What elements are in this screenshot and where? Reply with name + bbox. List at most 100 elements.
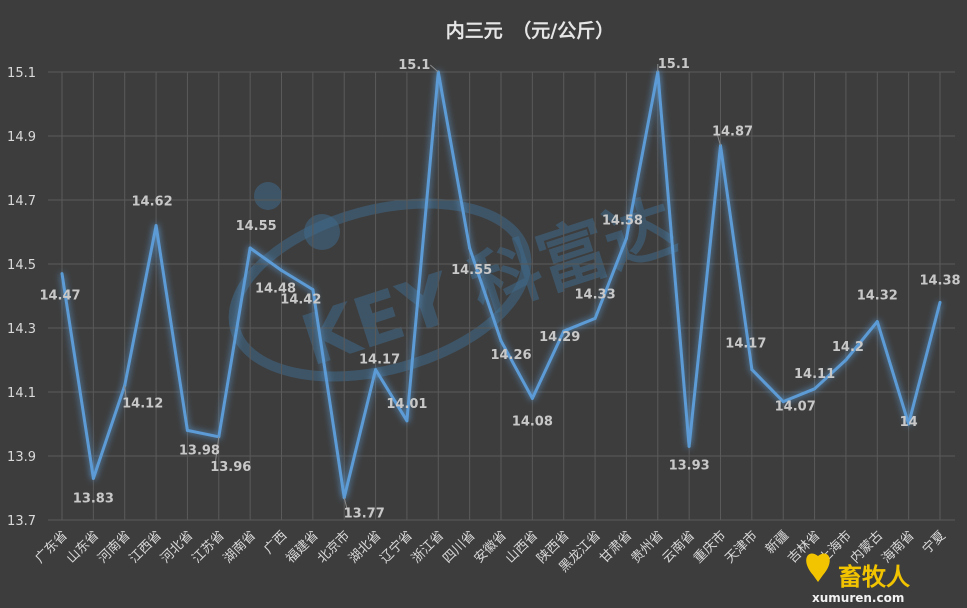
data-point: [405, 419, 409, 423]
data-label: 15.1: [658, 57, 690, 72]
logo-text: 畜牧人: [838, 563, 910, 591]
data-label: 14.47: [39, 289, 80, 304]
x-tick-label: 湖南省: [220, 528, 259, 567]
data-labels: 14.47 13.83 14.12 14.62 13.98 13.96 14.55 14.48…: [39, 57, 960, 522]
data-point: [875, 320, 879, 324]
x-tick-label: 辽宁省: [377, 528, 416, 567]
data-point: [60, 272, 64, 276]
data-point: [91, 476, 95, 480]
label-leaders: [124, 64, 721, 514]
data-point: [593, 316, 597, 320]
data-point: [624, 236, 628, 240]
x-tick-label: 江西省: [127, 528, 165, 566]
x-tick-label: 贵州省: [628, 528, 666, 566]
data-point: [374, 368, 378, 372]
label-leader-line: [429, 64, 439, 73]
data-label: 14.48: [255, 281, 296, 296]
data-point: [499, 339, 503, 343]
data-point: [154, 224, 158, 228]
data-point: [248, 246, 252, 250]
x-tick-label: 浙江省: [409, 528, 447, 566]
data-label: 14.08: [512, 414, 553, 429]
data-point: [562, 329, 566, 333]
x-tick-label: 湖北省: [346, 528, 384, 566]
data-point: [687, 444, 691, 448]
label-leader-line: [343, 497, 349, 514]
label-leader-line: [716, 131, 721, 146]
x-tick-label: 河北省: [158, 528, 196, 566]
data-label: 14.17: [359, 353, 400, 368]
data-label: 14: [900, 415, 918, 430]
data-label: 14.58: [602, 213, 643, 228]
x-tick-label: 四川省: [440, 528, 478, 566]
data-label: 14.07: [775, 400, 816, 415]
x-tick-label: 安徽省: [472, 528, 510, 566]
data-label: 14.29: [539, 330, 580, 345]
x-tick-label: 福建省: [283, 528, 321, 566]
data-point: [938, 300, 942, 304]
data-point: [781, 400, 785, 404]
y-tick-label: 15.1: [7, 66, 36, 81]
x-tick-label: 宁夏: [919, 528, 949, 558]
data-label: 13.96: [210, 460, 251, 475]
data-label: 15.1: [398, 58, 430, 73]
x-tick-label: 天津市: [722, 528, 761, 567]
data-label: 14.42: [280, 293, 321, 308]
data-label: 13.83: [73, 491, 114, 506]
data-label: 14.38: [919, 273, 960, 288]
data-point: [311, 288, 315, 292]
x-tick-label: 广东省: [33, 528, 71, 566]
data-point: [468, 246, 472, 250]
data-label: 14.26: [490, 348, 531, 363]
data-label: 13.93: [669, 458, 710, 473]
data-point: [185, 428, 189, 432]
y-axis-ticks: 13.7 13.9 14.1 14.3 14.5 14.7 14.9 15.1: [7, 66, 36, 529]
x-tick-label: 海南省: [879, 528, 918, 567]
data-point: [750, 368, 754, 372]
data-label: 14.11: [794, 367, 835, 382]
y-tick-label: 14.1: [7, 386, 36, 401]
data-label: 14.33: [575, 287, 616, 302]
data-point: [844, 358, 848, 362]
y-tick-label: 14.5: [7, 258, 36, 273]
data-label: 14.01: [386, 397, 427, 412]
x-tick-label: 北京市: [314, 528, 353, 567]
watermark-dot-icon: [254, 182, 282, 210]
data-label: 14.55: [236, 219, 277, 234]
data-point: [280, 268, 283, 272]
y-tick-label: 14.3: [7, 322, 36, 337]
x-tick-label: 江苏省: [189, 528, 228, 567]
data-point: [907, 422, 911, 426]
y-tick-label: 14.9: [7, 130, 36, 145]
label-leader-line: [214, 436, 220, 467]
chart-title: 内三元 （元/公斤）: [446, 19, 614, 42]
x-tick-label: 内蒙古: [847, 528, 886, 567]
y-tick-label: 13.7: [7, 514, 36, 529]
logo-site-text: xumuren.com: [812, 591, 904, 605]
data-label: 14.55: [451, 263, 492, 278]
x-tick-label: 山东省: [64, 528, 102, 566]
data-label: 14.12: [122, 397, 163, 412]
x-tick-label: 山西省: [503, 528, 541, 566]
watermark-dot-icon: [304, 214, 340, 250]
y-tick-label: 14.7: [7, 194, 36, 209]
data-label: 14.2: [832, 340, 864, 355]
gridlines: [48, 71, 955, 521]
label-leader-line: [124, 385, 128, 404]
data-label: 13.77: [344, 507, 385, 522]
heart-logo-icon: [806, 553, 830, 582]
data-point: [530, 396, 534, 400]
data-label: 14.87: [712, 125, 753, 140]
watermark-ring-icon: [228, 198, 532, 382]
x-tick-label: 河南省: [95, 528, 134, 567]
x-tick-label: 甘肃省: [597, 528, 635, 566]
x-tick-label: 云南省: [659, 528, 698, 567]
data-label: 13.98: [179, 443, 220, 458]
data-point: [813, 387, 817, 391]
data-label: 14.62: [132, 195, 173, 210]
site-logo: 畜牧人 xumuren.com: [806, 553, 910, 605]
series-line: [60, 70, 942, 500]
data-label: 14.32: [857, 289, 898, 304]
data-label: 14.17: [725, 337, 766, 352]
